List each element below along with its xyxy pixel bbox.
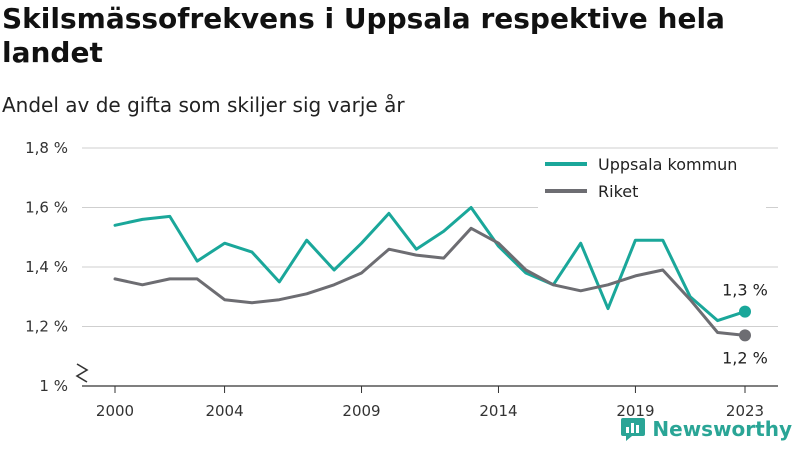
x-tick-label: 2023 [726,402,764,420]
x-tick-label: 2009 [342,402,380,420]
end-point [739,305,751,318]
x-tick-label: 2004 [205,402,243,420]
x-tick-label: 2019 [616,402,654,420]
bar-chart-icon [621,418,646,441]
end-labels: 1,3 % 1,2 % [722,281,768,368]
legend-background [538,150,766,208]
end-label-uppsala: 1,3 % [722,281,768,300]
legend-label: Riket [598,182,638,201]
x-tick-label: 2000 [96,402,134,420]
newsworthy-logo: Newsworthy [620,416,792,442]
end-point [739,329,751,342]
y-tick-label: 1,2 % [25,318,68,336]
legend: Uppsala kommun Riket [538,150,766,208]
legend-label: Uppsala kommun [598,155,737,174]
series-line-riket [113,226,747,337]
y-tick-label: 1,4 % [25,258,68,276]
y-tick-label: 1 % [39,377,68,395]
axis-break-icon [75,363,89,383]
end-label-riket: 1,2 % [722,348,768,367]
brand-name: Newsworthy [652,417,792,441]
x-tick-label: 2014 [479,402,517,420]
y-tick-label: 1,8 % [25,139,68,157]
chart-subtitle: Andel av de gifta som skiljer sig varje … [2,93,405,117]
y-axis-ticks: 1 % 1,2 % 1,4 % 1,6 % 1,8 % [25,139,68,395]
chart-title: Skilsmässofrekvens i Uppsala respektive … [2,2,725,69]
x-axis: 2000 2004 2009 2014 2019 2023 [75,363,778,420]
series-lines [113,206,751,342]
series-line-uppsala [113,206,747,323]
y-tick-label: 1,6 % [25,199,68,217]
